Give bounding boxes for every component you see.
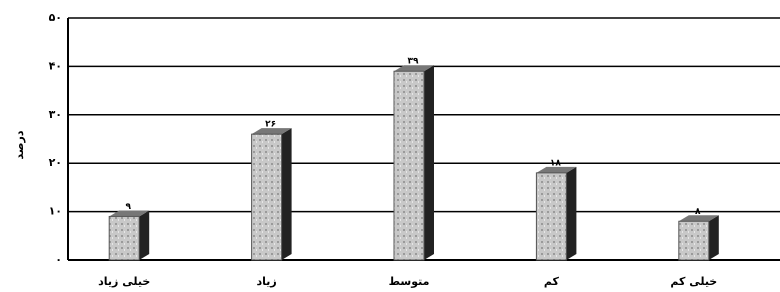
y-tick-label: ۱۰ (49, 205, 62, 218)
x-tick-label: متوسط (389, 275, 430, 288)
bar-side (709, 215, 719, 260)
value-label: ۱۸ (550, 158, 561, 168)
bar (252, 134, 282, 260)
x-tick-label: خیلی کم (670, 275, 717, 288)
x-tick-label: زیاد (256, 275, 276, 288)
value-label: ۳۹ (408, 57, 419, 67)
bar (679, 221, 709, 260)
bar-side (424, 65, 434, 260)
y-tick-label: ۲۰ (49, 156, 62, 169)
bar-side (139, 210, 149, 260)
y-tick-label: ۳۰ (49, 108, 62, 121)
value-label: ۲۶ (265, 120, 276, 130)
value-label: ۹ (125, 202, 131, 212)
bar-side (282, 128, 292, 260)
x-tick-label: کم (544, 275, 560, 288)
y-tick-label: ۰ (55, 253, 62, 266)
y-tick-label: ۵۰ (49, 11, 62, 24)
y-tick-label: ۴۰ (49, 59, 62, 72)
y-axis-title: درصد (13, 130, 26, 159)
bar (394, 71, 424, 260)
bar (109, 216, 139, 260)
chart: درصد ۰ ۱۰ ۲۰ ۳۰ ۴۰ ۵۰ خیلی زیاد ۹ زیاد ۲۶ متوسط ۳۹ ک… (0, 0, 780, 292)
bar (536, 173, 566, 260)
value-label: ۸ (695, 207, 701, 217)
x-tick-label: خیلی زیاد (98, 275, 150, 288)
bar-side (566, 167, 576, 260)
